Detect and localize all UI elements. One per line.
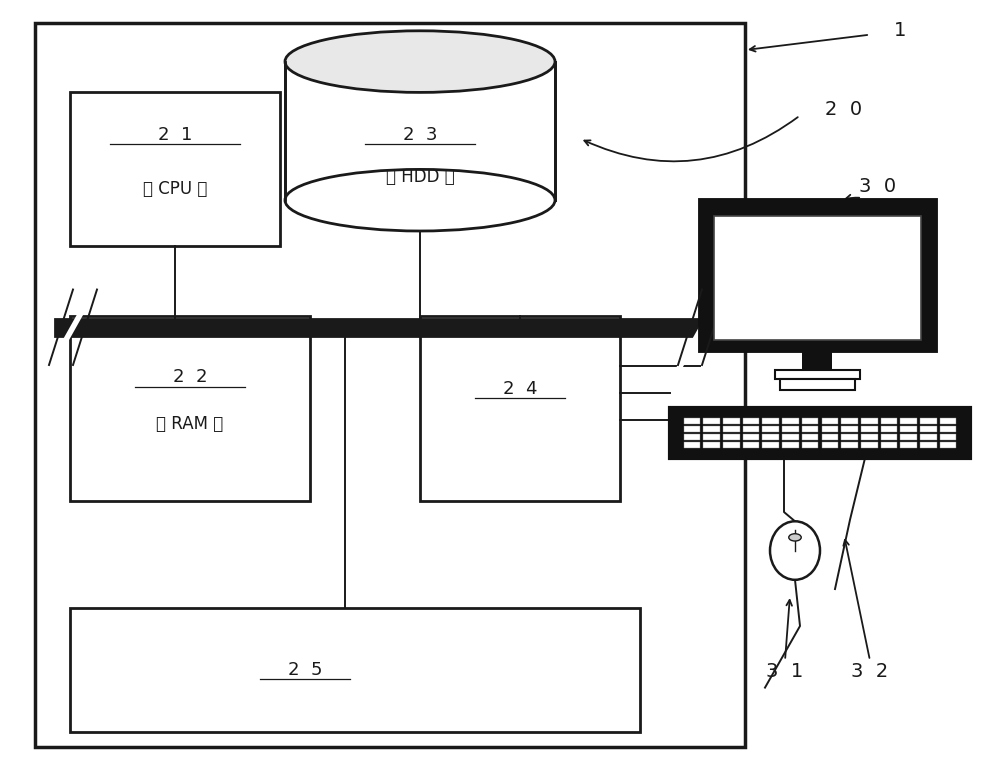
Bar <box>55 319 720 336</box>
Text: （ RAM ）: （ RAM ） <box>156 414 224 433</box>
Text: 3  1: 3 1 <box>766 662 804 681</box>
Bar <box>802 442 818 448</box>
Bar <box>900 442 917 448</box>
Bar <box>703 419 720 424</box>
Bar <box>881 434 897 440</box>
Bar <box>743 427 759 432</box>
Bar <box>670 408 970 458</box>
Bar <box>940 442 956 448</box>
Text: （ CPU ）: （ CPU ） <box>143 179 207 198</box>
Bar <box>684 427 700 432</box>
Bar <box>920 419 937 424</box>
Bar <box>684 434 700 440</box>
Bar <box>802 419 818 424</box>
Bar <box>940 434 956 440</box>
Text: （ HDD ）: （ HDD ） <box>386 168 454 186</box>
Bar <box>822 434 838 440</box>
Bar <box>881 427 897 432</box>
Ellipse shape <box>285 31 555 92</box>
Bar <box>762 419 779 424</box>
Bar <box>802 350 832 370</box>
Bar <box>900 434 917 440</box>
Bar <box>782 427 799 432</box>
Bar <box>70 316 310 500</box>
Bar <box>780 379 855 390</box>
Bar <box>802 434 818 440</box>
Bar <box>743 419 759 424</box>
Bar <box>841 419 858 424</box>
Bar <box>70 92 280 246</box>
Bar <box>723 442 740 448</box>
Bar <box>762 442 779 448</box>
Bar <box>940 427 956 432</box>
Bar <box>714 216 921 340</box>
Bar <box>940 419 956 424</box>
Bar <box>841 434 858 440</box>
Ellipse shape <box>285 169 555 231</box>
Bar <box>841 442 858 448</box>
Bar <box>703 434 720 440</box>
Bar <box>285 62 555 200</box>
Bar <box>802 427 818 432</box>
Bar <box>762 427 779 432</box>
Text: 2  0: 2 0 <box>825 100 862 119</box>
Bar <box>861 427 878 432</box>
Bar <box>762 434 779 440</box>
Bar <box>822 442 838 448</box>
Bar <box>684 419 700 424</box>
Bar <box>70 608 640 732</box>
Bar <box>782 442 799 448</box>
Bar <box>743 442 759 448</box>
Bar <box>723 427 740 432</box>
Bar <box>700 200 935 350</box>
Text: 3  0: 3 0 <box>859 177 897 196</box>
Ellipse shape <box>789 534 801 541</box>
Bar <box>900 419 917 424</box>
Text: 2  1: 2 1 <box>158 126 192 144</box>
Text: 2  4: 2 4 <box>503 380 537 398</box>
Ellipse shape <box>770 521 820 580</box>
Bar <box>775 370 860 379</box>
Bar <box>743 434 759 440</box>
Bar <box>881 442 897 448</box>
Bar <box>861 419 878 424</box>
Bar <box>703 442 720 448</box>
Bar <box>881 419 897 424</box>
Text: 3  2: 3 2 <box>851 662 889 681</box>
Bar <box>841 427 858 432</box>
Bar <box>723 434 740 440</box>
Text: 2  3: 2 3 <box>403 126 437 144</box>
Bar <box>861 434 878 440</box>
Bar <box>782 419 799 424</box>
Text: 1: 1 <box>894 22 906 40</box>
Text: 2  5: 2 5 <box>288 661 322 679</box>
Bar <box>920 442 937 448</box>
Bar <box>822 419 838 424</box>
Bar <box>420 316 620 500</box>
Bar <box>900 427 917 432</box>
Text: 2  2: 2 2 <box>173 368 207 387</box>
Bar <box>35 23 745 747</box>
Bar <box>723 419 740 424</box>
Bar <box>782 434 799 440</box>
Bar <box>703 427 720 432</box>
Bar <box>684 442 700 448</box>
Bar <box>861 442 878 448</box>
Bar <box>920 427 937 432</box>
Bar <box>920 434 937 440</box>
Bar <box>822 427 838 432</box>
